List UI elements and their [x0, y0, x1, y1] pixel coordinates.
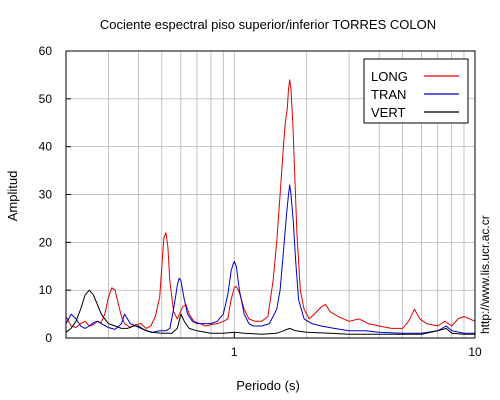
legend-label-vert: VERT — [371, 105, 405, 120]
x-tick-label: 10 — [468, 345, 482, 359]
series-lines — [65, 79, 476, 335]
y-tick-label: 50 — [39, 92, 53, 106]
chart-title: Cociente espectral piso superior/inferio… — [100, 17, 436, 32]
watermark-url: http://www.lis.ucr.ac.cr — [478, 215, 492, 334]
y-tick-label: 10 — [39, 283, 53, 297]
x-tick-label: 1 — [231, 345, 238, 359]
y-tick-label: 40 — [39, 140, 53, 154]
series-line-vert — [65, 289, 475, 335]
legend: LONG TRAN VERT — [363, 58, 469, 124]
y-tick-label: 0 — [45, 331, 52, 345]
y-tick-label: 60 — [39, 44, 53, 58]
series-line-long — [65, 79, 476, 329]
y-axis-label: Amplitud — [5, 171, 20, 222]
series-line-tran — [65, 184, 475, 334]
x-axis-label: Periodo (s) — [236, 378, 300, 393]
legend-label-long: LONG — [371, 69, 408, 84]
y-tick-label: 30 — [39, 188, 53, 202]
axis-ticks: 0 10 20 30 40 50 60 1 10 — [39, 44, 482, 359]
y-tick-label: 20 — [39, 235, 53, 249]
grid — [66, 51, 475, 338]
legend-label-tran: TRAN — [371, 87, 406, 102]
